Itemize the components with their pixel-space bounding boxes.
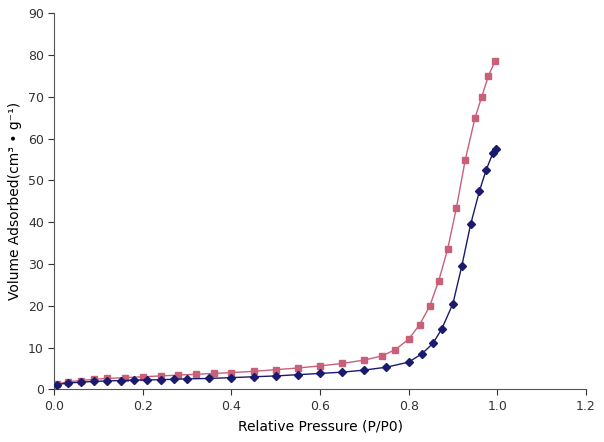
Y-axis label: Volume Adsorbed(cm³ • g⁻¹): Volume Adsorbed(cm³ • g⁻¹) xyxy=(8,102,22,301)
X-axis label: Relative Pressure (P/P0): Relative Pressure (P/P0) xyxy=(237,419,402,434)
